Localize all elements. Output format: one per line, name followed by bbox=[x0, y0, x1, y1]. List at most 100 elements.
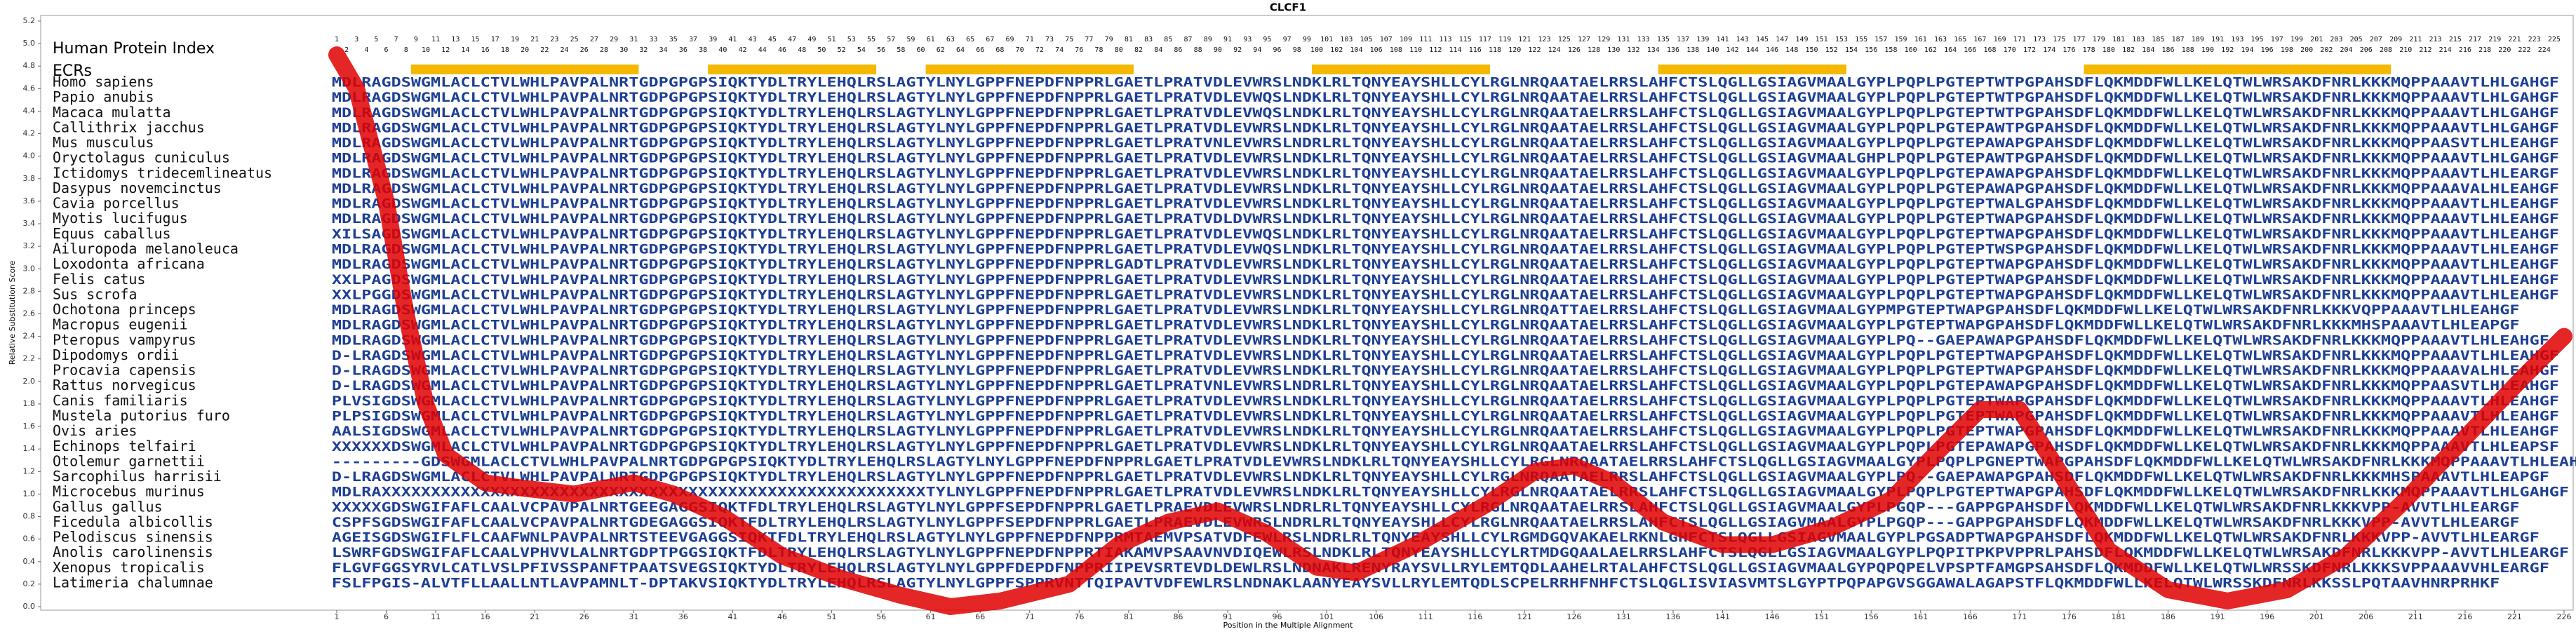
index-number: 147 bbox=[1776, 36, 1788, 43]
plot-frame bbox=[40, 15, 2574, 611]
species-name: Gallus gallus bbox=[53, 498, 163, 515]
index-number: 30 bbox=[619, 46, 628, 54]
x-tick-label: 46 bbox=[777, 612, 787, 621]
index-number: 170 bbox=[2004, 46, 2016, 54]
species-name: Felis catus bbox=[53, 271, 145, 288]
index-number: 20 bbox=[521, 46, 529, 54]
index-number: 162 bbox=[1924, 46, 1937, 54]
index-number: 16 bbox=[481, 46, 490, 54]
y-tick-label: 1.2 bbox=[23, 466, 36, 476]
index-number: 199 bbox=[2290, 36, 2303, 43]
x-tick-label: 6 bbox=[384, 612, 389, 621]
index-number: 153 bbox=[1835, 36, 1848, 43]
index-number: 142 bbox=[1726, 46, 1739, 54]
index-number: 6 bbox=[384, 46, 389, 54]
index-number: 101 bbox=[1320, 36, 1333, 43]
index-number: 70 bbox=[1016, 46, 1024, 54]
y-tick-label: 4.2 bbox=[23, 129, 36, 138]
y-tick-label: 3.6 bbox=[23, 196, 36, 205]
index-number: 11 bbox=[431, 36, 440, 43]
x-tick-label: 196 bbox=[2260, 612, 2274, 621]
sequence: D-LRAGDSWGMLACLCTVLWHLPAVPALNRTGDPGPGPSI… bbox=[332, 469, 2549, 485]
index-number: 167 bbox=[1973, 36, 1986, 43]
species-name: Ficedula albicollis bbox=[53, 513, 213, 530]
index-number: 135 bbox=[1657, 36, 1670, 43]
index-number: 52 bbox=[838, 46, 846, 54]
x-tick-label: 201 bbox=[2309, 612, 2324, 621]
index-label: Human Protein Index bbox=[53, 40, 215, 58]
index-number: 218 bbox=[2478, 46, 2491, 54]
index-number: 10 bbox=[422, 46, 430, 54]
sequence: MDLRAGDSWGMLACLCTVLWHLPAVPALNRTGDPGPGPSI… bbox=[332, 332, 2549, 348]
index-number: 110 bbox=[1409, 46, 1422, 54]
index-number: 178 bbox=[2083, 46, 2095, 54]
sequence: MDLRAGDSWGMLACLCTVLWHLPAVPALNRTGDPGPGPSI… bbox=[332, 120, 2559, 135]
index-number: 222 bbox=[2518, 46, 2531, 54]
sequence: MDLRAGDSWGMLACLCTVLWHLPAVPALNRTGDPGPGPSI… bbox=[332, 135, 2559, 151]
index-number: 157 bbox=[1874, 36, 1887, 43]
index-number: 148 bbox=[1785, 46, 1798, 54]
index-number: 224 bbox=[2538, 46, 2551, 54]
species-name: Mus musculus bbox=[53, 134, 154, 151]
index-number: 76 bbox=[1075, 46, 1083, 54]
index-number: 102 bbox=[1330, 46, 1343, 54]
index-number: 115 bbox=[1459, 36, 1472, 43]
x-tick-label: 106 bbox=[1369, 612, 1383, 621]
index-number: 99 bbox=[1303, 36, 1311, 43]
x-tick-label: 61 bbox=[926, 612, 936, 621]
index-number: 219 bbox=[2488, 36, 2501, 43]
sequence: FLGVFGGSYRVLCATLVSLPFIVSSPANFTPAATSVEGSI… bbox=[332, 560, 2549, 576]
index-number: 22 bbox=[540, 46, 549, 54]
species-name: Macropus eugenii bbox=[53, 316, 188, 333]
index-number: 33 bbox=[650, 36, 658, 43]
y-tick-label: 3.0 bbox=[23, 264, 36, 273]
index-number: 187 bbox=[2172, 36, 2185, 43]
index-number: 173 bbox=[2033, 36, 2046, 43]
ecr-bar bbox=[708, 65, 877, 74]
index-number: 55 bbox=[867, 36, 876, 43]
index-number: 140 bbox=[1706, 46, 1719, 54]
index-number: 146 bbox=[1766, 46, 1778, 54]
y-tick-label: 2.4 bbox=[23, 332, 36, 341]
x-tick-label: 111 bbox=[1418, 612, 1433, 621]
index-number: 154 bbox=[1845, 46, 1858, 54]
index-number: 88 bbox=[1194, 46, 1202, 54]
index-number: 50 bbox=[817, 46, 826, 54]
index-number: 152 bbox=[1825, 46, 1838, 54]
index-number: 82 bbox=[1134, 46, 1143, 54]
index-number: 151 bbox=[1816, 36, 1828, 43]
index-number: 125 bbox=[1558, 36, 1571, 43]
species-name: Otolemur garnettii bbox=[53, 452, 205, 469]
x-tick-label: 41 bbox=[727, 612, 737, 621]
x-tick-label: 96 bbox=[1273, 612, 1282, 621]
x-tick-label: 116 bbox=[1468, 612, 1482, 621]
index-number: 3 bbox=[354, 36, 358, 43]
x-tick-label: 86 bbox=[1173, 612, 1183, 621]
index-number: 103 bbox=[1340, 36, 1353, 43]
index-number: 184 bbox=[2142, 46, 2154, 54]
y-tick-label: 1.8 bbox=[23, 399, 36, 408]
index-number: 198 bbox=[2281, 46, 2293, 54]
species-name: Sarcophilus harrisii bbox=[53, 468, 222, 485]
index-number: 36 bbox=[679, 46, 687, 54]
index-number: 129 bbox=[1597, 36, 1610, 43]
index-number: 205 bbox=[2350, 36, 2363, 43]
index-number: 133 bbox=[1637, 36, 1650, 43]
index-number: 63 bbox=[946, 36, 955, 43]
sequence: XXLPAGDSWGMLACLCTVLWHLPAVPALNRTGDPGPGPSI… bbox=[332, 272, 2559, 288]
index-number: 176 bbox=[2062, 46, 2075, 54]
sequence: MDLRAGDSWGMLACLCTVLWHLPAVPALNRTGDPGPGPSI… bbox=[332, 151, 2559, 166]
index-number: 203 bbox=[2330, 36, 2342, 43]
sequence: D-LRAGDSWGMLACLCTVLWHLPAVPALNRTGDPGPGPSI… bbox=[332, 348, 2559, 363]
index-number: 197 bbox=[2271, 36, 2283, 43]
index-number: 138 bbox=[1686, 46, 1699, 54]
index-number: 190 bbox=[2201, 46, 2214, 54]
index-number: 94 bbox=[1253, 46, 1261, 54]
index-number: 179 bbox=[2093, 36, 2105, 43]
sequence: MDLRAGDSWGMLACLCTVLWHLPAVPALNRTGDPGPGPSI… bbox=[332, 196, 2559, 212]
y-axis-label: Relative Substitution Score bbox=[8, 260, 17, 365]
index-number: 74 bbox=[1055, 46, 1064, 54]
index-number: 69 bbox=[1006, 36, 1014, 43]
species-name: Latimeria chalumnae bbox=[53, 574, 213, 591]
index-number: 17 bbox=[491, 36, 499, 43]
